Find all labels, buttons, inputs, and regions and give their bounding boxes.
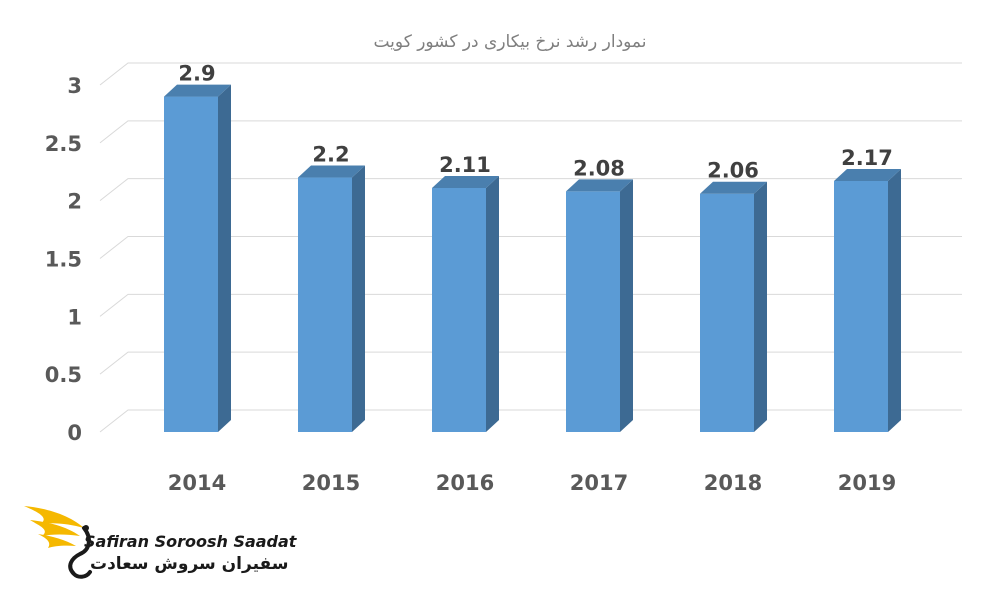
data-label-2015: 2.2 [312,143,349,167]
data-label-2017: 2.08 [573,156,625,180]
y-tick-label-0: 0 [67,421,82,445]
bar-side [888,169,901,432]
logo-name-fa: سفیران سروش سعادت [90,554,289,574]
x-tick-label-2014: 2014 [168,471,226,495]
bar-front [164,96,218,433]
x-tick-label-2016: 2016 [436,471,494,495]
bar-top [566,179,633,192]
data-labels: 2.9 2.2 2.11 2.08 2.06 2.17 [178,62,893,183]
bar-top [164,84,231,97]
x-tick-label-2017: 2017 [570,471,628,495]
x-tick-label-2015: 2015 [302,471,360,495]
x-tick-label-2019: 2019 [838,471,896,495]
y-tick-label-6: 3 [67,74,82,98]
bar-front [700,193,754,432]
bar-side [754,181,767,432]
gridline-3 [99,236,962,259]
bar-2019 [834,169,901,432]
gridline-5 [99,120,962,144]
bar-side [486,175,499,432]
data-label-2019: 2.17 [841,146,893,170]
data-label-2018: 2.06 [707,159,759,183]
bar-front [432,187,486,432]
y-tick-label-1: 0.5 [45,363,82,387]
y-tick-label-5: 2.5 [45,132,82,156]
chart-title: نمودار رشد نرخ بیکاری در کشور کویت [373,32,646,52]
data-label-2016: 2.11 [439,153,491,177]
gridline-1 [99,351,962,375]
x-tick-label-2018: 2018 [704,471,762,495]
bar-side [218,84,231,433]
logo-name-en: Safiran Soroosh Saadat [84,532,297,551]
y-tick-label-3: 1.5 [45,248,82,272]
bar-top [298,165,365,178]
bar-2014 [164,84,231,433]
brand-logo: Safiran Soroosh Saadat سفیران سروش سعادت [20,498,296,588]
gridlines [99,62,962,433]
gridline-6 [99,62,962,86]
bar-side [620,179,633,432]
gridline-4 [99,178,962,202]
gridline-2 [99,293,962,317]
gridline-0 [99,409,962,433]
y-axis-ticks: 0 0.5 1 1.5 2 2.5 3 [45,74,82,445]
x-axis-ticks: 2014 2015 2016 2017 2018 2019 [168,471,896,495]
bar-top [700,181,767,194]
bar-2017 [566,179,633,432]
data-label-2014: 2.9 [178,62,215,86]
bar-top [834,169,901,182]
bar-2018 [700,181,767,432]
bars [164,84,901,433]
bar-side [352,165,365,433]
bar-top [432,175,499,188]
y-tick-label-4: 2 [67,190,82,214]
bar-2016 [432,175,499,432]
bar-2015 [298,165,365,433]
y-tick-label-2: 1 [67,305,82,329]
bar-front [834,181,888,432]
bar-front [298,177,352,432]
wing-icon [24,506,92,579]
bar-front [566,191,620,432]
